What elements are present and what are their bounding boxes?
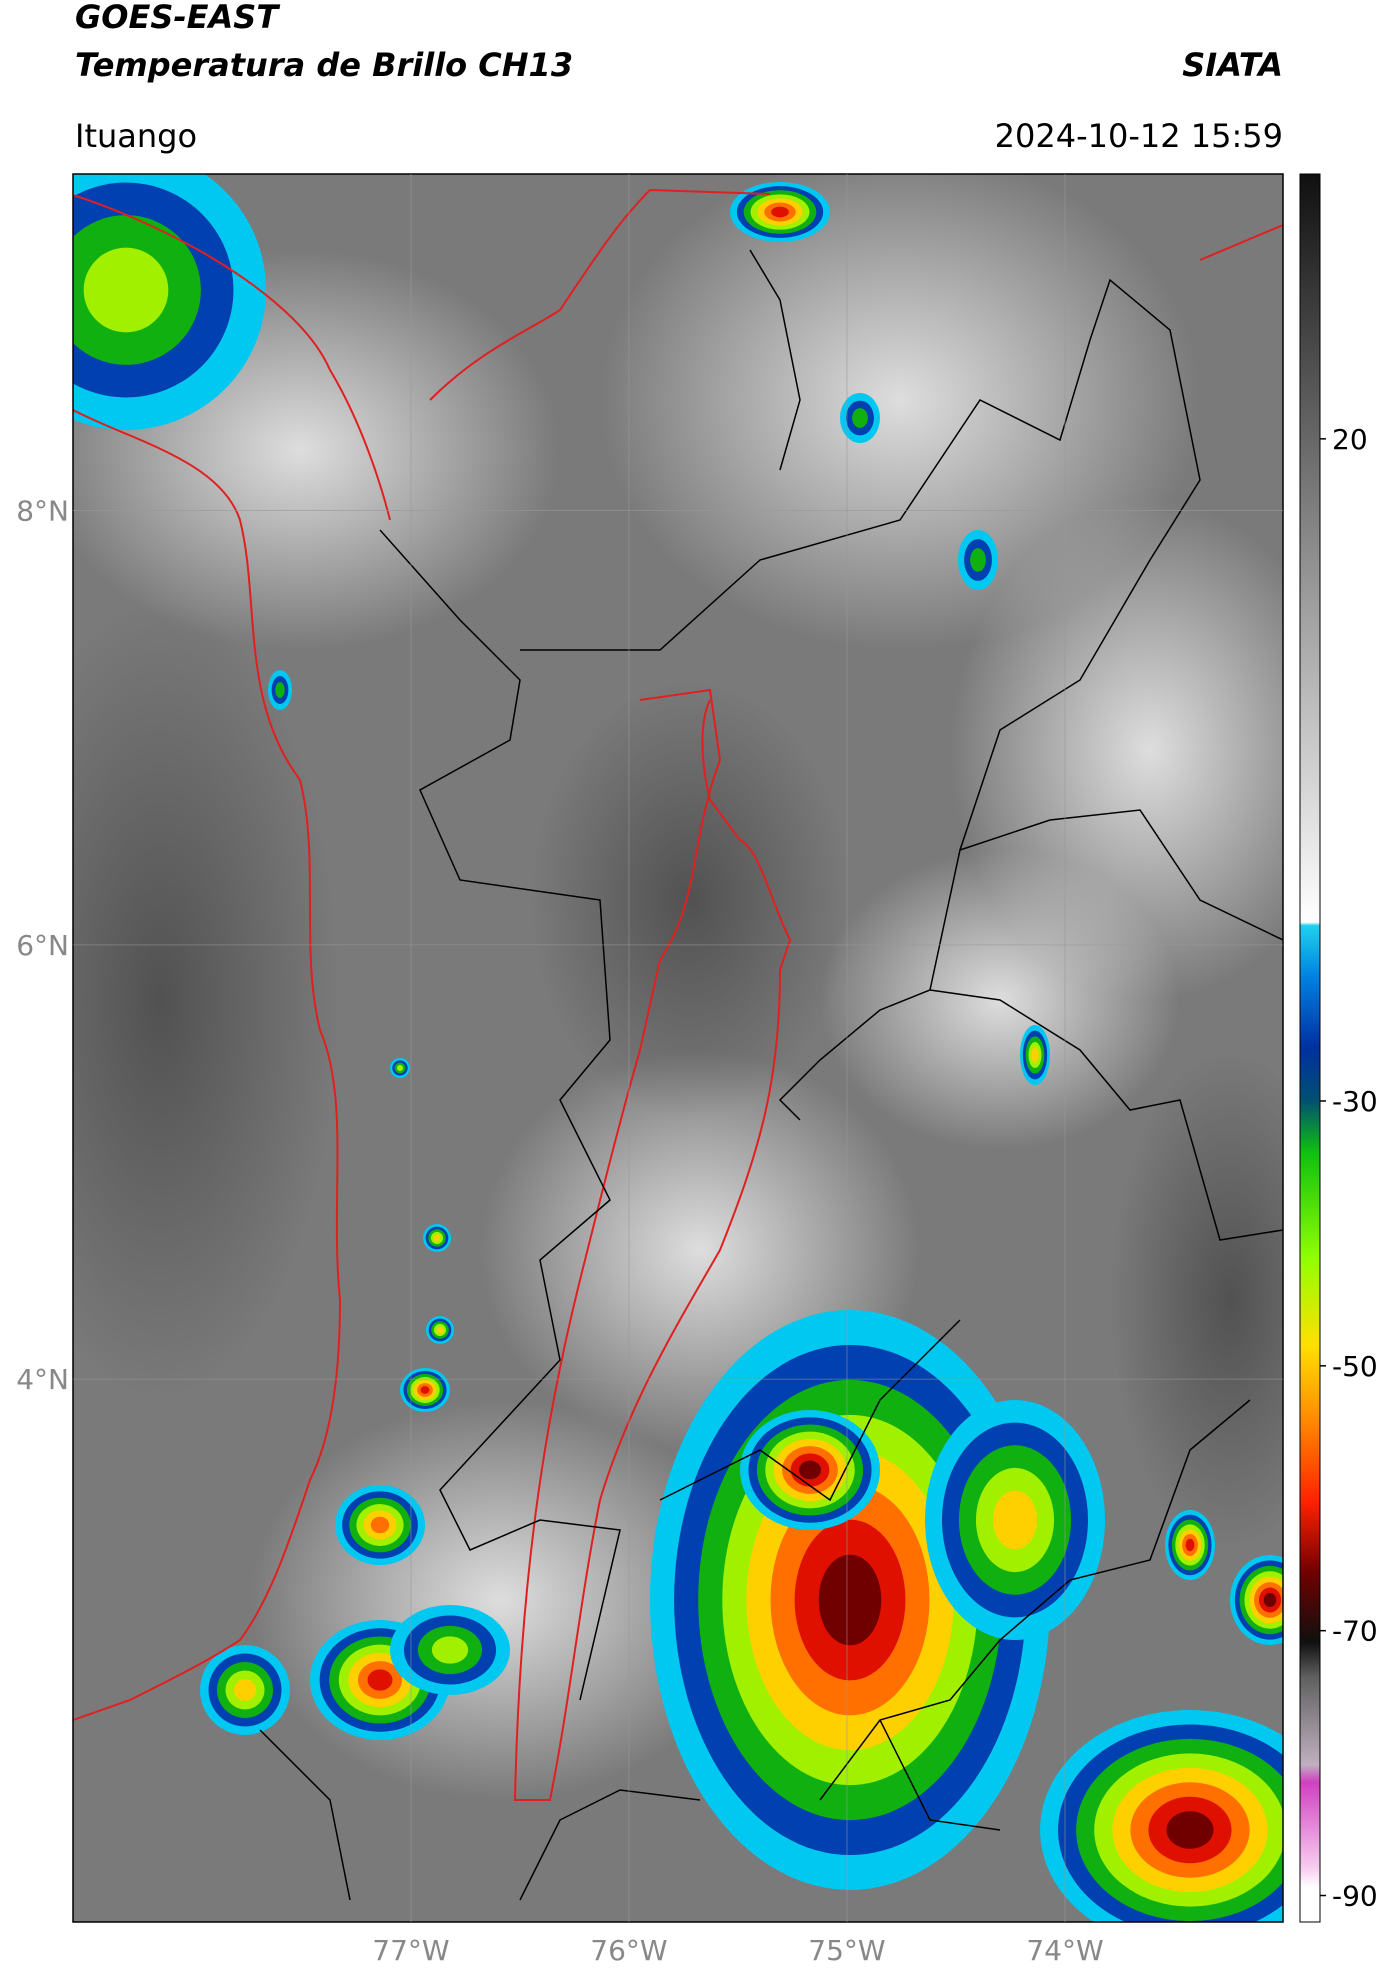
location: Ituango xyxy=(75,117,197,155)
cloud-top xyxy=(433,1234,441,1242)
convective-cells xyxy=(73,174,1283,1922)
lon-tick-label: 77°W xyxy=(372,1934,449,1967)
cloud-top xyxy=(818,1554,882,1646)
cloud-top xyxy=(852,408,868,428)
admin-borders xyxy=(259,249,1283,1901)
lat-tick-label: 6°N xyxy=(16,929,69,962)
cloud-top xyxy=(992,1490,1038,1550)
cloud-top xyxy=(370,1516,390,1534)
lon-tick-label: 74°W xyxy=(1026,1934,1103,1967)
colorbar-tick-label: -50 xyxy=(1332,1350,1378,1383)
colorbar-tick-label: 20 xyxy=(1332,423,1368,456)
cloud-top xyxy=(367,1669,393,1691)
colorbar-tick-label: -30 xyxy=(1332,1085,1378,1118)
cloud-top xyxy=(1031,1047,1039,1063)
cloud-top xyxy=(1166,1811,1214,1849)
datetime: 2024-10-12 15:59 xyxy=(995,117,1283,155)
map xyxy=(73,174,1283,1922)
cloud-top xyxy=(431,1636,469,1664)
cloud-top xyxy=(233,1678,257,1702)
cloud-top xyxy=(275,682,285,698)
map-frame xyxy=(72,173,1284,1923)
coastline-border xyxy=(73,188,1283,1801)
lon-tick-label: 75°W xyxy=(808,1934,885,1967)
lat-tick-label: 4°N xyxy=(16,1363,69,1396)
lat-tick-label: 8°N xyxy=(16,495,69,528)
cloud-top xyxy=(799,1460,821,1480)
cloud-top xyxy=(1263,1592,1277,1608)
cloud-top xyxy=(970,548,986,572)
cloud-top xyxy=(1185,1538,1195,1552)
cloud-top xyxy=(436,1326,444,1334)
colorbar-tick-label: -70 xyxy=(1332,1615,1378,1648)
lon-tick-label: 76°W xyxy=(590,1934,667,1967)
subtitle: Temperatura de Brillo CH13 xyxy=(75,46,573,84)
cloud-top xyxy=(83,247,169,333)
colorbar xyxy=(1299,173,1321,1923)
cloud-top xyxy=(396,1064,404,1072)
colorbar-tick-label: -90 xyxy=(1332,1880,1378,1913)
cloud-top xyxy=(420,1386,430,1394)
cloud-top xyxy=(771,206,789,218)
title: GOES-EAST xyxy=(75,0,280,36)
agency: SIATA xyxy=(1182,46,1283,84)
